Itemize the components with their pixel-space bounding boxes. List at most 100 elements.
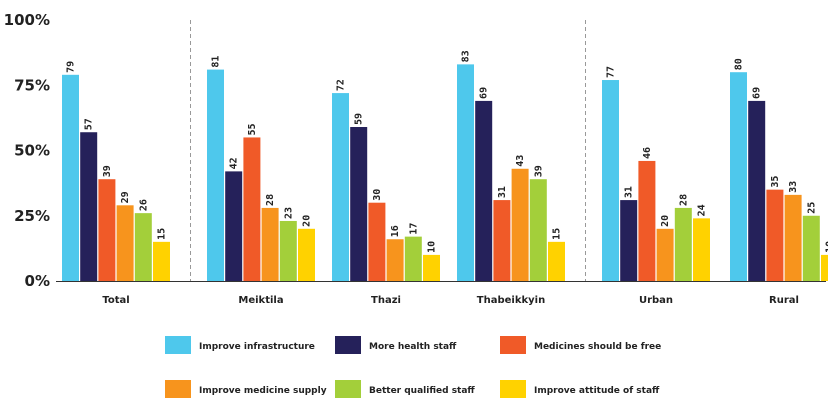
legend-item: Improve infrastructure <box>165 336 315 354</box>
data-label: 72 <box>336 79 347 91</box>
category-label: Urban <box>639 295 673 306</box>
y-tick-label: 25% <box>14 207 50 225</box>
legend-swatch <box>500 336 526 354</box>
data-label: 43 <box>515 155 526 167</box>
legend-item: More health staff <box>335 336 457 354</box>
y-tick-label: 100% <box>4 11 50 29</box>
bar <box>475 100 493 281</box>
bar <box>493 200 511 281</box>
bar <box>529 179 547 281</box>
legend-label: More health staff <box>369 342 457 352</box>
legend: Improve infrastructure More health staff M… <box>165 336 661 398</box>
bar <box>423 254 440 281</box>
data-label: 55 <box>247 123 258 135</box>
legend-item: Improve attitude of staff <box>500 380 660 398</box>
legend-swatch <box>165 336 191 354</box>
data-label: 28 <box>678 194 689 206</box>
data-labels: 79 57 39 29 26 15 81 42 55 28 23 20 72 59 30 16 17 10 83 69… <box>66 50 828 253</box>
bar <box>656 228 674 281</box>
bar <box>332 93 349 281</box>
bar <box>784 194 802 281</box>
bar <box>693 218 710 281</box>
bar <box>602 80 619 281</box>
data-label: 10 <box>427 241 438 253</box>
bar <box>207 69 224 281</box>
data-label: 16 <box>390 225 401 237</box>
data-label: 69 <box>752 87 763 99</box>
category-label: Thabeikkyin <box>477 295 545 306</box>
bar <box>62 74 79 281</box>
bar <box>821 254 828 281</box>
bar <box>386 239 404 281</box>
bar <box>98 179 116 281</box>
data-label: 83 <box>461 50 472 62</box>
data-label: 80 <box>734 58 745 70</box>
data-label: 77 <box>606 66 617 78</box>
y-tick-label: 0% <box>25 272 50 290</box>
data-label: 17 <box>408 223 419 235</box>
bar <box>404 236 422 281</box>
bar <box>748 100 766 281</box>
category-label: Meiktila <box>238 295 283 306</box>
legend-item: Better qualified staff <box>335 380 475 398</box>
data-label: 23 <box>283 207 294 219</box>
bar <box>279 220 297 281</box>
data-label: 24 <box>697 204 708 216</box>
y-tick-label: 50% <box>14 142 50 160</box>
legend-label: Better qualified staff <box>369 386 475 396</box>
data-label: 57 <box>84 118 95 130</box>
bar <box>457 64 474 282</box>
data-label: 28 <box>265 194 276 206</box>
legend-label: Medicines should be free <box>534 342 661 352</box>
bar <box>730 72 747 281</box>
data-label: 39 <box>102 165 113 177</box>
data-label: 30 <box>372 189 383 201</box>
bar <box>802 215 820 281</box>
legend-label: Improve attitude of staff <box>534 386 660 396</box>
data-label: 20 <box>302 215 313 227</box>
data-label: 46 <box>642 147 653 159</box>
bar <box>674 207 692 281</box>
category-label: Rural <box>769 295 799 306</box>
category-label: Total <box>102 295 129 306</box>
bar <box>350 127 368 281</box>
data-label: 15 <box>157 228 168 240</box>
data-label: 15 <box>552 228 563 240</box>
data-label: 69 <box>479 87 490 99</box>
bar <box>261 207 279 281</box>
legend-swatch <box>335 380 361 398</box>
data-label: 20 <box>660 215 671 227</box>
data-label: 59 <box>354 113 365 125</box>
legend-item: Improve medicine supply <box>165 380 327 398</box>
data-label: 42 <box>229 157 240 169</box>
data-label: 25 <box>806 202 817 214</box>
legend-item: Medicines should be free <box>500 336 661 354</box>
data-label: 26 <box>138 199 149 211</box>
bar <box>225 171 243 281</box>
data-label: 39 <box>533 165 544 177</box>
bar <box>638 160 656 281</box>
legend-label: Improve infrastructure <box>199 342 315 352</box>
category-label: Thazi <box>371 295 401 306</box>
bar <box>368 202 386 281</box>
bars <box>62 64 828 282</box>
bar <box>243 137 261 281</box>
legend-swatch <box>165 380 191 398</box>
data-label: 10 <box>825 241 828 253</box>
y-axis: 0% 25% 50% 75% 100% <box>4 11 50 290</box>
legend-swatch <box>335 336 361 354</box>
legend-label: Improve medicine supply <box>199 386 327 396</box>
bar <box>511 168 529 281</box>
bar <box>134 213 152 281</box>
data-label: 31 <box>624 186 635 198</box>
bar <box>116 205 134 281</box>
y-tick-label: 75% <box>14 76 50 94</box>
group-separators <box>190 20 586 281</box>
bar <box>548 241 565 281</box>
data-label: 29 <box>120 191 131 203</box>
data-label: 79 <box>66 61 77 73</box>
bar <box>153 241 170 281</box>
bar <box>766 189 784 281</box>
bar <box>80 132 98 281</box>
